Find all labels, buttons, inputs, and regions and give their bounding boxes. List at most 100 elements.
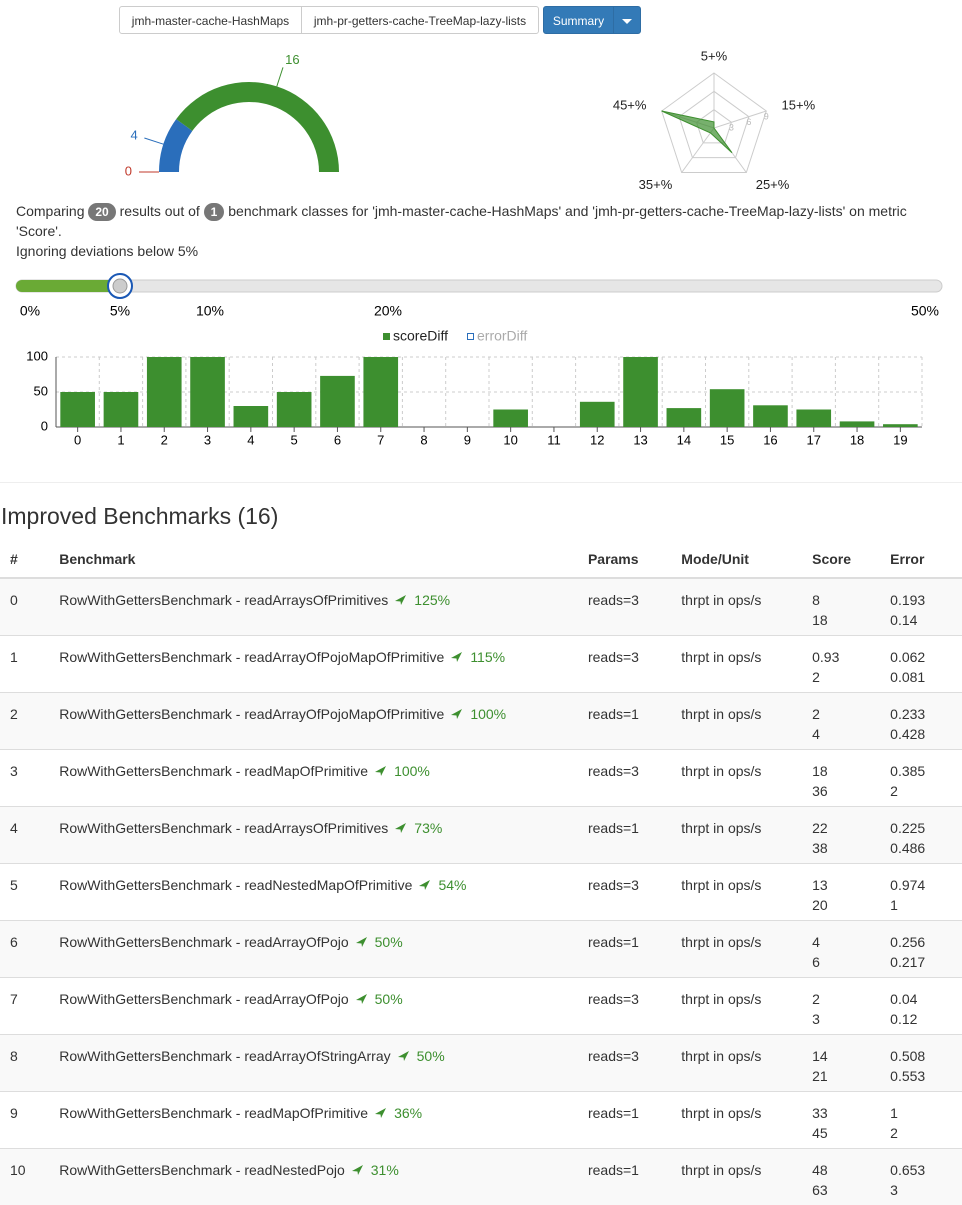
x-tick-label: 18 [850, 432, 864, 447]
error-value: 0.508 [890, 1046, 954, 1066]
column-header: Benchmark [51, 540, 580, 578]
bar [493, 410, 528, 428]
arrow [356, 994, 367, 1004]
slider-tick-label: 0% [20, 303, 40, 319]
error-value: 0.193 [890, 590, 954, 610]
bar [277, 392, 312, 427]
cell-params: reads=3 [580, 636, 673, 693]
table-row: 8 RowWithGettersBenchmark - readArrayOfSt… [0, 1035, 962, 1092]
score-value: 38 [812, 838, 874, 858]
column-header: Params [580, 540, 673, 578]
x-tick-label: 16 [763, 432, 777, 447]
change-percent: 100% [394, 763, 430, 779]
trend-icon [394, 594, 410, 606]
benchmark-name: RowWithGettersBenchmark - readArrayOfPoj… [59, 934, 348, 950]
bar [104, 392, 139, 427]
arrow [375, 766, 386, 776]
arrow [419, 880, 430, 890]
error-value: 0.486 [890, 838, 954, 858]
cell-benchmark: RowWithGettersBenchmark - readNestedMapO… [51, 864, 580, 921]
cell-benchmark: RowWithGettersBenchmark - readArrayOfPoj… [51, 978, 580, 1035]
arrow [451, 709, 462, 719]
radar-axis-label: 45+% [613, 97, 647, 112]
radar-tick-label: 3 [729, 123, 734, 133]
gauge-label: 0 [125, 163, 132, 178]
score-value: 21 [812, 1066, 874, 1086]
bar [796, 410, 831, 428]
x-tick-label: 12 [590, 432, 604, 447]
error-value: 0.428 [890, 724, 954, 744]
legend-label[interactable]: errorDiff [477, 328, 527, 344]
cell-benchmark: RowWithGettersBenchmark - readMapOfPrimi… [51, 750, 580, 807]
radar-axis [682, 128, 714, 172]
change-percent: 54% [438, 877, 466, 893]
benchmark-name: RowWithGettersBenchmark - readArrayOfStr… [59, 1048, 390, 1064]
text: results out of [120, 203, 200, 219]
x-tick-label: 7 [377, 432, 384, 447]
cell-index: 0 [0, 578, 51, 636]
bar [667, 408, 702, 427]
y-tick-label: 50 [34, 383, 48, 398]
slider-tick-label: 20% [374, 303, 402, 319]
text: Comparing [16, 203, 84, 219]
cell-params: reads=1 [580, 1092, 673, 1149]
gauge-label: 16 [285, 52, 299, 67]
cell-params: reads=3 [580, 750, 673, 807]
change-percent: 36% [394, 1105, 422, 1121]
bar [580, 402, 615, 427]
cell-index: 3 [0, 750, 51, 807]
x-tick-label: 6 [334, 432, 341, 447]
cell-params: reads=3 [580, 978, 673, 1035]
change-percent: 50% [417, 1048, 445, 1064]
bar [710, 389, 745, 427]
bar [883, 424, 918, 427]
bar [320, 376, 355, 427]
change-percent: 115% [470, 649, 505, 665]
legend-label[interactable]: scoreDiff [393, 328, 448, 344]
benchmark-name: RowWithGettersBenchmark - readMapOfPrimi… [59, 1105, 368, 1121]
legend-swatch [383, 333, 390, 340]
trend-icon [355, 993, 371, 1005]
arrow [395, 595, 406, 605]
radar-area [662, 111, 732, 153]
error-value: 0.974 [890, 875, 954, 895]
error-value: 3 [890, 1180, 954, 1200]
threshold-note: Ignoring deviations below 5% [16, 243, 198, 259]
cell-mode: thrpt in ops/s [673, 1092, 804, 1149]
score-value: 33 [812, 1103, 874, 1123]
trend-icon [418, 879, 434, 891]
arrow [375, 1108, 386, 1118]
cell-index: 1 [0, 636, 51, 693]
cell-index: 8 [0, 1035, 51, 1092]
benchmark-name: RowWithGettersBenchmark - readNestedPojo [59, 1162, 345, 1178]
error-value: 0.12 [890, 1009, 954, 1029]
cell-index: 10 [0, 1149, 51, 1205]
arrow [356, 937, 367, 947]
x-tick-label: 9 [464, 432, 471, 447]
bar [840, 421, 875, 427]
x-tick-label: 5 [291, 432, 298, 447]
score-value: 2 [812, 989, 874, 1009]
error-value: 2 [890, 781, 954, 801]
x-tick-label: 3 [204, 432, 211, 447]
cell-benchmark: RowWithGettersBenchmark - readArraysOfPr… [51, 807, 580, 864]
cell-params: reads=3 [580, 578, 673, 636]
trend-icon [397, 1050, 413, 1062]
trend-icon [374, 765, 390, 777]
legend-swatch [468, 334, 474, 340]
x-tick-label: 14 [677, 432, 691, 447]
